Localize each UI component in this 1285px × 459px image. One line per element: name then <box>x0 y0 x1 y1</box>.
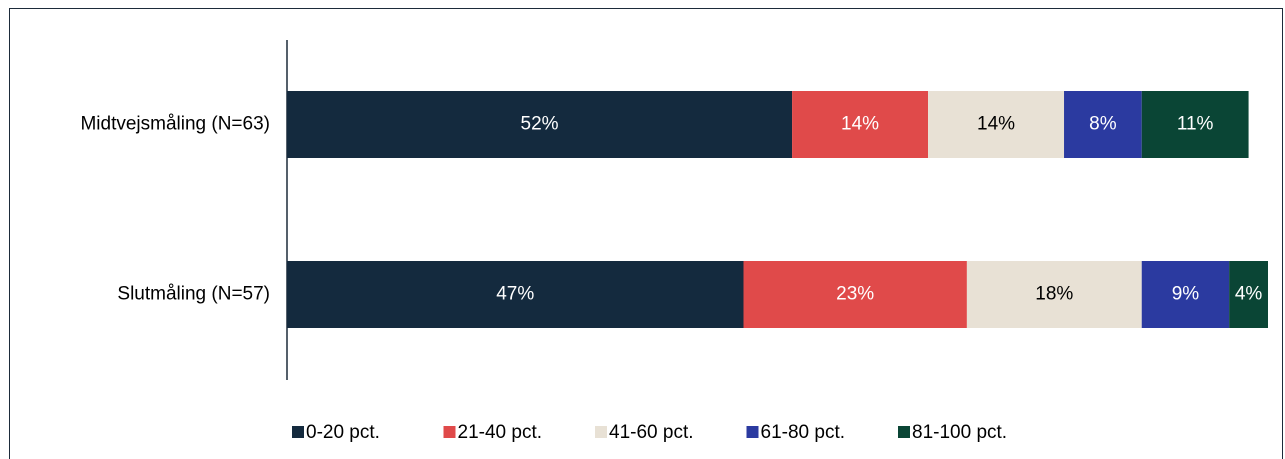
bar-segment <box>743 261 967 328</box>
value-label: 52% <box>521 114 559 135</box>
legend-swatch <box>443 426 456 438</box>
bar-segment <box>966 261 1142 328</box>
bar-segment <box>792 91 929 158</box>
value-label: 47% <box>496 284 534 305</box>
category-label: Midtvejsmåling (N=63) <box>80 114 270 135</box>
legend-swatch <box>898 426 910 438</box>
legend-label: 61-80 pct. <box>761 422 846 443</box>
value-label: 9% <box>1172 284 1200 305</box>
legend-swatch <box>595 426 607 438</box>
legend-label: 21-40 pct. <box>458 422 543 443</box>
value-label: 11% <box>1177 114 1214 135</box>
value-label: 18% <box>1035 284 1073 305</box>
value-label: 14% <box>841 114 879 135</box>
bar-segment <box>928 91 1065 158</box>
value-label: 4% <box>1235 284 1263 305</box>
legend-label: 81-100 pct. <box>912 422 1007 443</box>
legend-swatch <box>292 426 304 438</box>
value-label: 14% <box>977 114 1015 135</box>
chart-border <box>9 8 1283 459</box>
legend-swatch <box>746 426 759 438</box>
bar-segment <box>287 261 744 328</box>
category-label: Slutmåling (N=57) <box>117 284 270 305</box>
legend-label: 41-60 pct. <box>609 422 694 443</box>
value-label: 8% <box>1089 114 1117 135</box>
bar-segment <box>1141 91 1249 158</box>
bar-segment <box>287 91 793 158</box>
bar-segment <box>1064 91 1142 158</box>
value-label: 23% <box>836 284 874 305</box>
bar-segment <box>1229 261 1268 328</box>
bar-segment <box>1141 261 1230 328</box>
legend-label: 0-20 pct. <box>306 422 380 443</box>
